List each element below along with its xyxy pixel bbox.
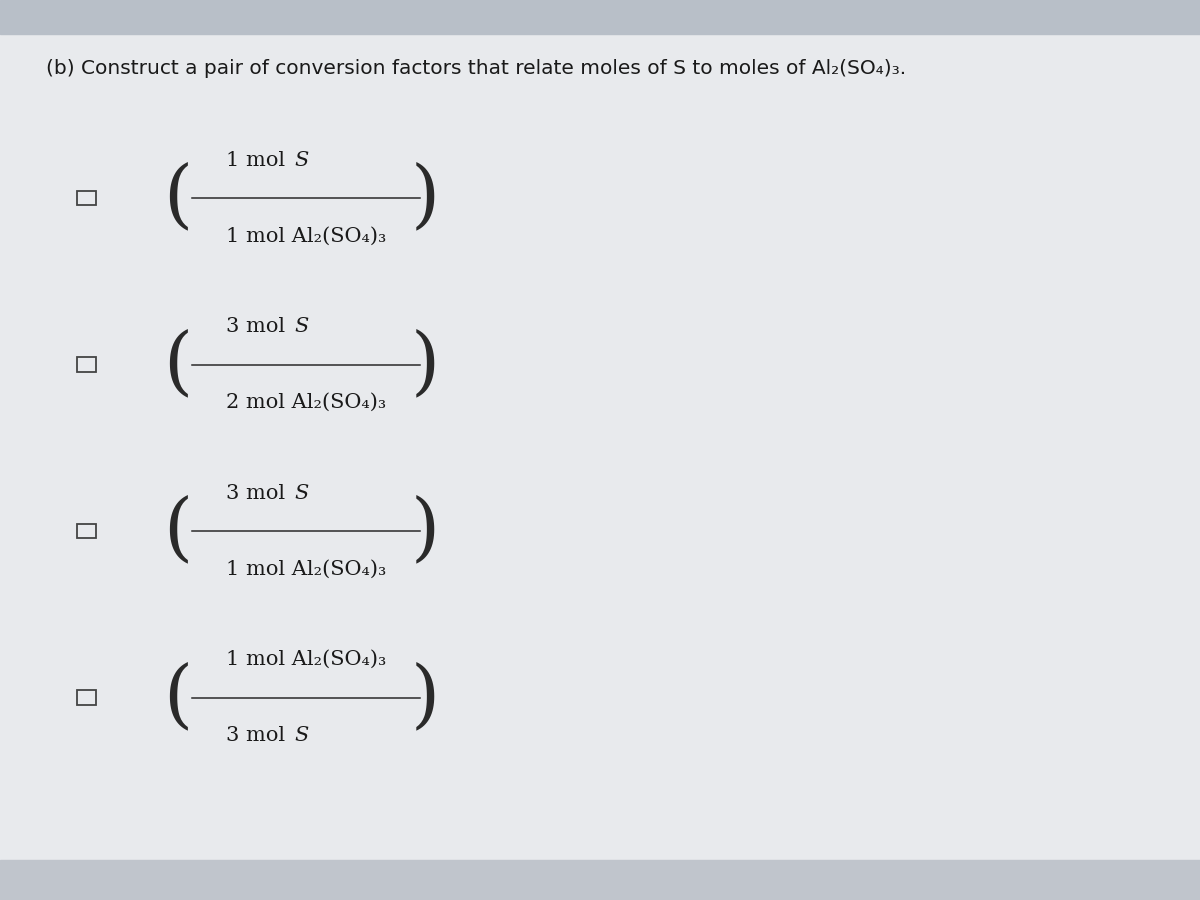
Text: 1 mol Al₂(SO₄)₃: 1 mol Al₂(SO₄)₃ — [226, 559, 386, 579]
Text: S: S — [294, 483, 308, 503]
Bar — [0, 0, 1200, 34]
Text: ): ) — [410, 328, 439, 401]
Text: S: S — [294, 317, 308, 337]
Text: S: S — [294, 725, 308, 745]
Text: (: ( — [163, 661, 192, 734]
Bar — [77, 357, 96, 372]
Text: 2 mol Al₂(SO₄)₃: 2 mol Al₂(SO₄)₃ — [226, 392, 386, 412]
Bar — [77, 191, 96, 205]
Text: 1 mol Al₂(SO₄)₃: 1 mol Al₂(SO₄)₃ — [226, 226, 386, 246]
Text: 1 mol Al₂(SO₄)₃: 1 mol Al₂(SO₄)₃ — [226, 650, 386, 670]
Text: (: ( — [163, 328, 192, 401]
Text: 1 mol: 1 mol — [226, 150, 292, 170]
Text: (b) Construct a pair of conversion factors that relate moles of S to moles of Al: (b) Construct a pair of conversion facto… — [46, 58, 906, 77]
Text: 3 mol: 3 mol — [226, 725, 292, 745]
Text: ): ) — [410, 161, 439, 235]
Text: (: ( — [163, 161, 192, 235]
Bar — [0, 860, 1200, 900]
Text: S: S — [294, 150, 308, 170]
Text: ): ) — [410, 661, 439, 734]
Text: 3 mol: 3 mol — [226, 483, 292, 503]
Text: 3 mol: 3 mol — [226, 317, 292, 337]
Text: (: ( — [163, 494, 192, 568]
Text: ): ) — [410, 494, 439, 568]
Bar — [77, 690, 96, 705]
Bar — [77, 524, 96, 538]
